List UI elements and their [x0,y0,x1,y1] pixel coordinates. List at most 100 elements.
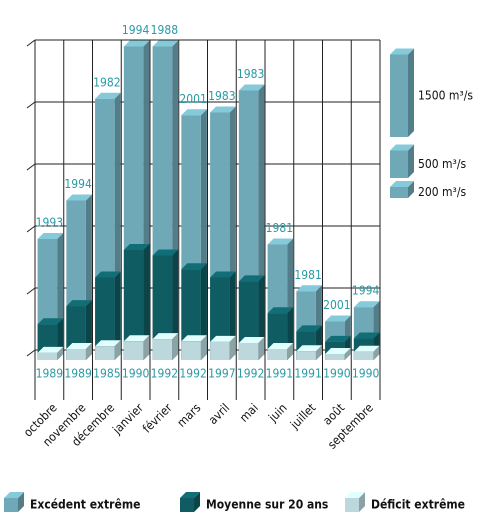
legend-swatch-top [345,492,365,498]
bar [296,351,316,360]
bar [37,352,58,360]
top-year-label: 1994 [122,23,150,37]
legend-swatch [345,498,359,512]
scale-box-side [408,48,414,137]
bar-top [210,271,236,278]
bar-top [123,335,150,342]
bar [123,250,144,360]
grid-tick [26,287,36,295]
legend-swatch [4,498,18,512]
x-tick-label: mai [237,401,261,425]
bar-side [258,336,265,360]
legend-swatch-side [359,492,365,512]
bar [353,351,374,360]
x-tick-label: avril [206,401,232,427]
scale-label: 200 m³/s [418,185,467,199]
bar-side [114,271,121,360]
bottom-year-label: 1997 [208,367,235,381]
legend-label: Déficit extrême [371,498,465,512]
bar-top [353,301,380,308]
bar [95,346,115,360]
legend-label: Excédent extrême [30,498,140,512]
bar-top [123,40,150,47]
bar-side [114,340,121,360]
bar-side [200,335,207,360]
bar [267,349,288,360]
scale-box [390,150,408,178]
bottom-year-label: 1992 [179,367,206,381]
bar [66,349,86,360]
bottom-year-label: 1990 [323,367,351,381]
x-tick-label: juillet [287,401,319,433]
bar [238,342,259,360]
bar-top [95,340,121,347]
bottom-year-label: 1990 [122,367,150,381]
bottom-year-label: 1992 [151,367,178,381]
bar-top [325,347,351,354]
x-tick-label: mars [174,400,203,429]
scale-label: 1500 m³/s [418,88,473,102]
grid-tick [26,225,36,233]
bar-top [95,92,121,99]
legend-swatch-side [18,492,24,512]
bar-side [373,345,380,360]
bar-top [353,332,380,339]
grid-tick [26,101,36,109]
bottom-year-label: 1990 [352,367,380,381]
top-year-label: 1993 [36,216,63,230]
bar [181,341,201,360]
bar-top [210,106,236,113]
bar [210,341,230,360]
bar-top [238,275,265,282]
top-year-label: 1982 [93,75,120,89]
bar-top [353,345,380,352]
bar-side [315,345,322,360]
grid-tick [26,349,36,357]
x-tick-label: juin [265,401,290,426]
bar [152,339,173,360]
bar-side [172,249,179,360]
scale-box-side [408,144,414,178]
bar-top [210,335,236,342]
top-year-label: 1988 [151,23,179,37]
top-year-label: 2001 [179,92,206,106]
bottom-year-label: 1991 [294,367,321,381]
x-tick-label: février [140,400,175,435]
bar-top [152,40,179,47]
bottom-year-label: 1989 [64,367,92,381]
top-year-label: 1983 [208,89,235,103]
bottom-year-label: 1992 [237,367,264,381]
top-year-label: 1981 [266,221,293,235]
bar-side [85,343,92,360]
bottom-year-label: 1989 [36,367,64,381]
legend-swatch-top [180,492,200,498]
scale-box-top [390,48,414,55]
bar-side [287,343,294,360]
legend-swatch [180,498,194,512]
bar-top [37,346,64,353]
top-year-label: 1994 [64,177,92,191]
bottom-year-label: 1991 [266,367,293,381]
bar-side [57,346,64,360]
top-year-label: 1983 [237,67,264,81]
bar-top [296,345,322,352]
bar-side [344,347,351,360]
grid-tick [26,39,36,47]
scale-box-side [408,181,414,198]
bar-side [172,333,179,360]
bar-top [152,249,179,256]
bar-side [229,335,236,360]
bar-top [296,325,322,332]
bar-side [143,244,150,360]
bar-top [66,194,92,201]
scale-box-top [390,144,414,151]
bar-top [267,343,294,349]
bar-top [37,233,64,239]
bar-top [181,263,207,270]
bar [95,277,115,360]
bar-top [152,333,179,340]
bar-top [181,335,207,342]
bar [325,353,345,360]
bar-top [66,300,92,307]
legend-swatch-side [194,492,200,512]
